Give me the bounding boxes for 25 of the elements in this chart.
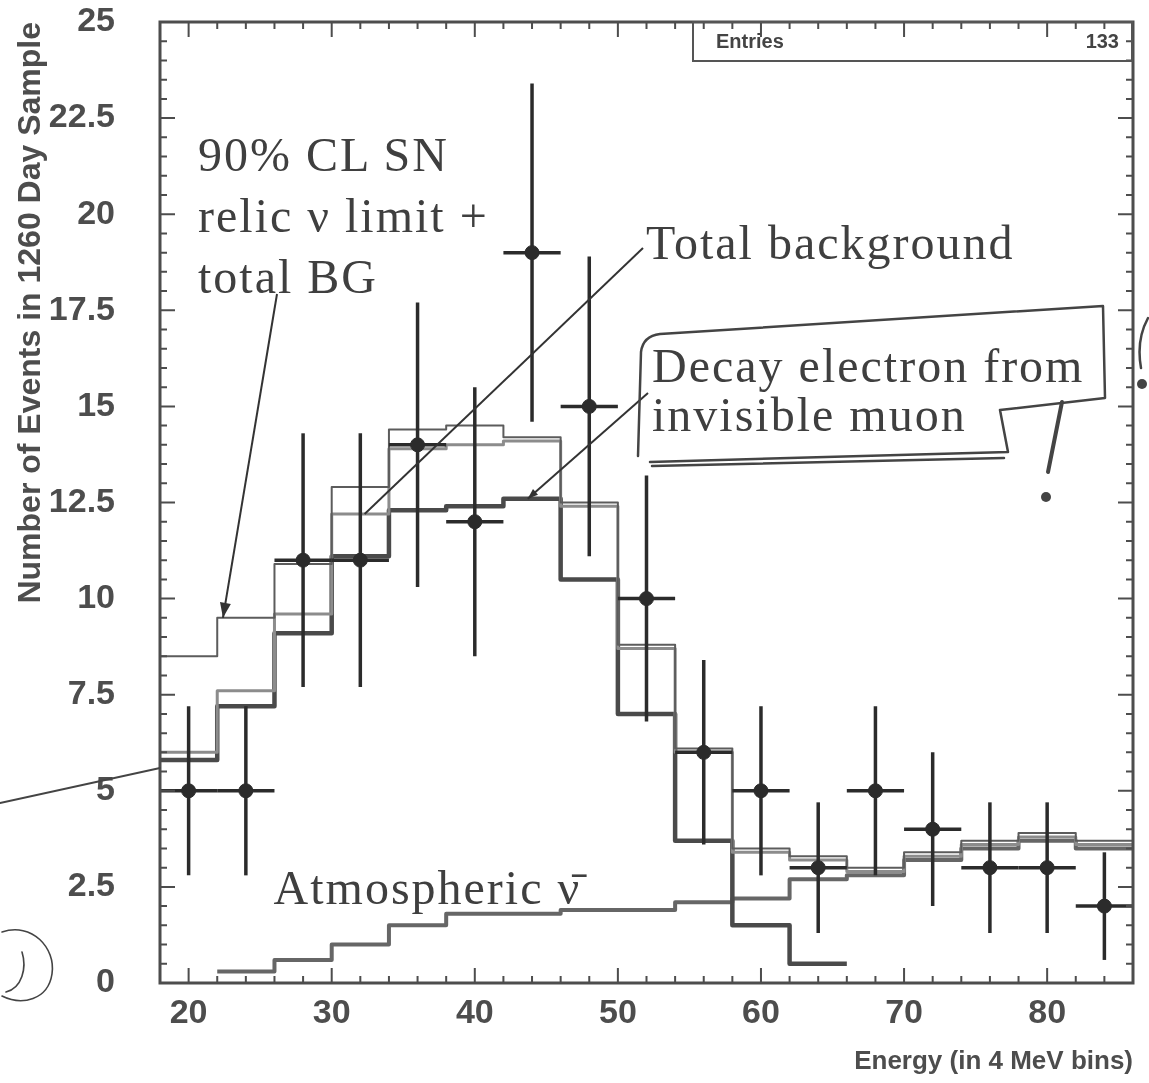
x-axis-title: Energy (in 4 MeV bins) <box>854 1044 1133 1075</box>
x-tick-label: 80 <box>1028 991 1067 1030</box>
annotation: Entries <box>716 30 784 52</box>
x-tick-label: 40 <box>455 991 494 1030</box>
x-tick-label: 20 <box>169 991 208 1030</box>
y-tick-label: 2.5 <box>67 865 115 904</box>
annotation: Total background <box>646 215 1015 271</box>
x-tick-label: 70 <box>885 991 923 1030</box>
y-tick-label: 20 <box>77 192 115 231</box>
y-tick-label: 17.5 <box>48 288 115 327</box>
y-tick-label: 0 <box>96 961 115 1000</box>
y-tick-label: 15 <box>77 384 115 423</box>
y-tick-label: 22.5 <box>48 96 115 135</box>
y-tick-label: 10 <box>77 576 115 615</box>
x-tick-label: 50 <box>598 991 637 1030</box>
y-tick-label: 7.5 <box>67 673 115 712</box>
stats-box: Entries 133 <box>692 21 1133 62</box>
annotation: 133 <box>1085 30 1119 52</box>
y-tick-label: 12.5 <box>48 480 115 519</box>
x-tick-label: 60 <box>742 991 780 1030</box>
annotation: Decay electron from invisible muon <box>652 339 1085 441</box>
y-axis-title: Number of Events in 1260 Day Sample <box>11 22 48 604</box>
annotation: 90% CL SN relic ν limit + total BG <box>198 127 489 305</box>
y-tick-label: 25 <box>77 0 115 39</box>
x-tick-label: 30 <box>312 991 351 1030</box>
